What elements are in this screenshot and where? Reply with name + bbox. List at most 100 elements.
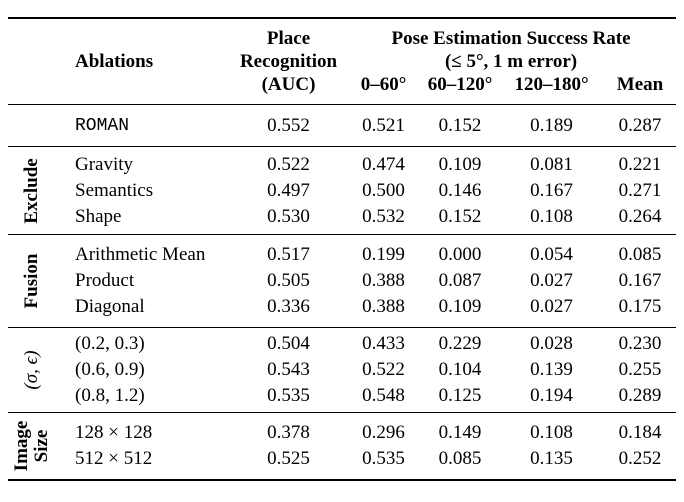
cell-0-60: 0.388	[362, 270, 405, 291]
header-place-line2: Recognition	[239, 51, 338, 72]
cell-0-60: 0.522	[362, 359, 405, 380]
cell-place-auc: 0.535	[267, 385, 310, 406]
cell-place-auc: 0.525	[267, 448, 310, 469]
cell-120-180: 0.027	[530, 270, 573, 291]
row-label: 512 × 512	[75, 448, 153, 469]
group-label-text: Fusion	[21, 253, 42, 309]
section-image-size: Image Size 128 × 128 0.378 0.296 0.149 0…	[8, 412, 677, 480]
cell-120-180: 0.139	[530, 359, 573, 380]
cell-mean: 0.264	[618, 206, 662, 227]
row-label: (0.2, 0.3)	[56, 327, 232, 357]
row-label: Semantics	[75, 180, 154, 201]
table-row: Fusion Arithmetic Mean 0.517 0.199 0.000…	[8, 234, 677, 328]
header-place-line3: (AUC)	[261, 74, 316, 95]
cell-mean: 0.167	[618, 270, 662, 291]
table-header: Ablations Place Recognition (AUC) Pose E…	[8, 18, 676, 105]
cell-120-180: 0.081	[499, 146, 605, 178]
header-ablations: Ablations	[8, 18, 231, 105]
group-label-text: Image Size	[11, 420, 52, 472]
table-row: Image Size 128 × 128 0.378 0.296 0.149 0…	[8, 412, 677, 480]
row-label: Gravity	[56, 146, 232, 178]
cell-60-120: 0.109	[421, 146, 500, 178]
table-row: (0.6, 0.9) 0.543 0.522 0.104 0.139 0.255	[8, 357, 676, 383]
cell-mean: 0.287	[604, 104, 677, 147]
table-row: Shape 0.530 0.532 0.152 0.108 0.264	[8, 204, 676, 235]
group-label-exclude: Exclude	[8, 146, 56, 235]
cell-place-auc: 0.505	[267, 270, 310, 291]
cell-place-auc: 0.543	[267, 359, 310, 380]
cell-place-auc: 0.530	[267, 206, 310, 227]
cell-0-60: 0.199	[346, 234, 422, 268]
table-row: (σ, ϵ) (0.2, 0.3) 0.504 0.433 0.229 0.02…	[8, 327, 677, 413]
row-label: 128 × 128	[56, 412, 232, 446]
row-label: Arithmetic Mean	[56, 234, 232, 268]
header-row-sub: 0–60° 60–120° 120–180° Mean	[8, 73, 676, 105]
cell-mean: 0.271	[618, 180, 662, 201]
cell-120-180: 0.108	[499, 412, 605, 446]
cell-120-180: 0.194	[530, 385, 573, 406]
cell-place-auc: 0.504	[231, 327, 347, 357]
header-col-60-120: 60–120°	[427, 74, 493, 95]
cell-120-180: 0.027	[530, 296, 573, 317]
cell-0-60: 0.500	[362, 180, 405, 201]
cell-place-auc: 0.336	[267, 296, 310, 317]
header-pose-estimation: Pose Estimation Success Rate (≤ 5°, 1 m …	[346, 18, 676, 73]
section-exclude: Exclude Gravity 0.522 0.474 0.109 0.081 …	[8, 146, 677, 235]
group-label-fusion: Fusion	[8, 234, 56, 328]
table-wrapper: Ablations Place Recognition (AUC) Pose E…	[8, 17, 677, 481]
row-label: ROMAN	[56, 104, 232, 147]
cell-120-180: 0.167	[530, 180, 573, 201]
group-label-empty	[8, 104, 56, 147]
header-col-mean: Mean	[616, 74, 664, 95]
cell-60-120: 0.125	[438, 385, 482, 406]
cell-60-120: 0.146	[438, 180, 482, 201]
cell-60-120: 0.104	[438, 359, 482, 380]
group-label-text: Exclude	[21, 157, 42, 224]
cell-0-60: 0.296	[346, 412, 422, 446]
header-place-line1: Place	[266, 28, 311, 49]
header-col-120-180: 120–180°	[514, 74, 589, 95]
cell-60-120: 0.149	[421, 412, 500, 446]
cell-60-120: 0.152	[438, 206, 482, 227]
cell-mean: 0.175	[618, 296, 662, 317]
cell-60-120: 0.000	[421, 234, 500, 268]
cell-120-180: 0.135	[530, 448, 573, 469]
header-ablations-label: Ablations	[75, 51, 154, 72]
cell-60-120: 0.085	[438, 448, 482, 469]
cell-60-120: 0.109	[438, 296, 482, 317]
cell-60-120: 0.087	[438, 270, 482, 291]
cell-mean: 0.255	[618, 359, 662, 380]
table-row: Semantics 0.497 0.500 0.146 0.167 0.271	[8, 178, 676, 204]
cell-place-auc: 0.522	[231, 146, 347, 178]
group-label-sigma-epsilon: (σ, ϵ)	[8, 327, 56, 413]
table-row: 512 × 512 0.525 0.535 0.085 0.135 0.252	[8, 446, 676, 480]
cell-place-auc: 0.517	[231, 234, 347, 268]
header-pose-line1: Pose Estimation Success Rate	[391, 28, 631, 49]
section-fusion: Fusion Arithmetic Mean 0.517 0.199 0.000…	[8, 234, 677, 328]
header-place-recognition: Place Recognition (AUC)	[231, 18, 346, 105]
table-row: (0.8, 1.2) 0.535 0.548 0.125 0.194 0.289	[8, 383, 676, 413]
cell-0-60: 0.535	[362, 448, 405, 469]
cell-60-120: 0.229	[421, 327, 500, 357]
ablation-results-table: Ablations Place Recognition (AUC) Pose E…	[8, 17, 677, 481]
cell-mean: 0.221	[604, 146, 677, 178]
row-label: (0.8, 1.2)	[75, 385, 145, 406]
cell-0-60: 0.532	[362, 206, 405, 227]
cell-mean: 0.252	[618, 448, 662, 469]
table-row: Product 0.505 0.388 0.087 0.027 0.167	[8, 268, 676, 294]
row-label: Product	[75, 270, 135, 291]
cell-60-120: 0.152	[421, 104, 500, 147]
cell-place-auc: 0.378	[231, 412, 347, 446]
cell-120-180: 0.189	[499, 104, 605, 147]
cell-120-180: 0.028	[499, 327, 605, 357]
row-label: Diagonal	[75, 296, 145, 317]
cell-place-auc: 0.552	[231, 104, 347, 147]
cell-place-auc: 0.497	[267, 180, 310, 201]
cell-0-60: 0.388	[362, 296, 405, 317]
table-row: Diagonal 0.336 0.388 0.109 0.027 0.175	[8, 294, 676, 328]
row-label: (0.6, 0.9)	[75, 359, 145, 380]
cell-120-180: 0.054	[499, 234, 605, 268]
cell-mean: 0.184	[604, 412, 677, 446]
cell-0-60: 0.548	[362, 385, 405, 406]
